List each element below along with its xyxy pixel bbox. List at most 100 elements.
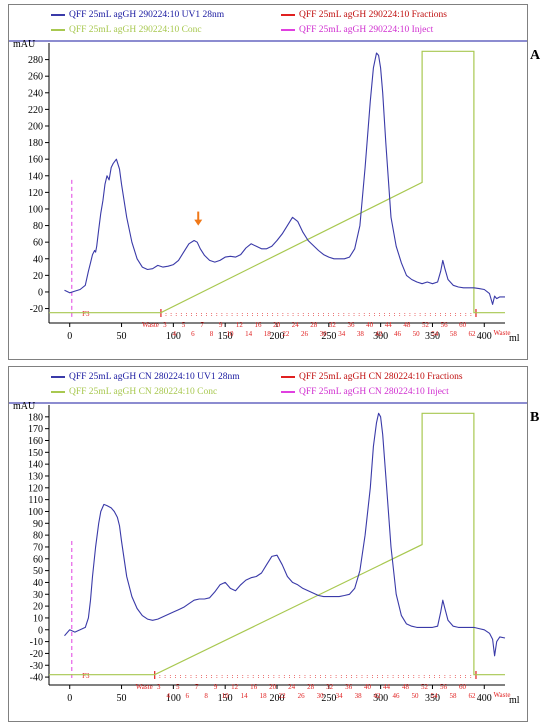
fraction-label: 30 <box>320 330 328 338</box>
fraction-label: 10 <box>227 330 235 338</box>
y-tick-label: 160 <box>28 436 43 447</box>
fraction-label: 42 <box>375 330 383 338</box>
fraction-label: 44 <box>383 683 391 691</box>
fraction-label: 24 <box>288 683 296 691</box>
x-axis-label: ml <box>509 333 520 344</box>
fraction-label: 12 <box>231 683 239 691</box>
x-tick-label: 100 <box>166 693 181 704</box>
fraction-label: 6 <box>191 330 195 338</box>
legend-uv-label: QFF 25mL agGH CN 280224:10 UV1 28nm <box>69 372 240 382</box>
arrow-marker <box>194 211 203 226</box>
legend-uv-label: QFF 25mL agGH 290224:10 UV1 28nm <box>69 10 225 20</box>
y-tick-label: 120 <box>28 483 43 494</box>
fraction-label: 28 <box>310 321 318 329</box>
y-tick-label: 180 <box>28 412 43 423</box>
y-tick-label: 260 <box>28 72 43 83</box>
y-axis-label: mAU <box>13 39 36 50</box>
fraction-label: 5 <box>176 683 180 691</box>
panel-letter-a: A <box>530 48 541 63</box>
fraction-label: Waste <box>136 683 153 691</box>
fraction-label: 56 <box>440 683 448 691</box>
fraction-label: 28 <box>307 683 315 691</box>
y-tick-label: 60 <box>33 554 43 565</box>
y-tick-label: 30 <box>33 590 43 601</box>
fraction-label: 8 <box>210 330 214 338</box>
fraction-label: 18 <box>264 330 272 338</box>
fraction-label: 58 <box>450 330 458 338</box>
x-tick-label: 150 <box>218 331 233 342</box>
panel-letter-b: B <box>530 410 540 425</box>
fraction-label: 20 <box>273 321 281 329</box>
fraction-label: Waste <box>142 321 159 329</box>
fraction-label: 50 <box>413 330 421 338</box>
fraction-label: 7 <box>200 321 204 329</box>
fraction-label: 4 <box>166 692 170 700</box>
fraction-label: 34 <box>338 330 346 338</box>
x-axis-label: ml <box>509 695 520 706</box>
y-tick-label: 100 <box>28 507 43 518</box>
fraction-label: 46 <box>394 330 402 338</box>
legend-item-inject: QFF 25mL agGH CN 280224:10 Inject <box>281 387 449 397</box>
x-tick-label: 200 <box>270 693 285 704</box>
fraction-label: 36 <box>348 321 356 329</box>
y-tick-label: -40 <box>30 673 43 684</box>
y-tick-label: 70 <box>33 542 43 553</box>
y-tick-label: 120 <box>28 188 43 199</box>
conc-swatch <box>51 391 65 393</box>
x-tick-label: 0 <box>67 331 72 342</box>
fraction-label: 26 <box>298 692 306 700</box>
fraction-label: 52 <box>421 683 429 691</box>
fraction-label: 10 <box>222 692 230 700</box>
fraction-label: 20 <box>269 683 277 691</box>
fraction-label: 38 <box>355 692 363 700</box>
legend-item-uv: QFF 25mL agGH 290224:10 UV1 28nm <box>51 10 224 20</box>
y-tick-label: 40 <box>33 578 43 589</box>
y-tick-label: 220 <box>28 105 43 116</box>
x-tick-label: 350 <box>425 331 440 342</box>
fractions-swatch <box>281 376 295 378</box>
y-tick-label: 200 <box>28 121 43 132</box>
fraction-label: 46 <box>393 692 401 700</box>
y-tick-label: 20 <box>33 271 43 282</box>
fraction-label: 14 <box>241 692 249 700</box>
fraction-label: 18 <box>260 692 268 700</box>
y-tick-label: 180 <box>28 138 43 149</box>
legend-item-fractions: QFF 25mL agGH 290224:10 Fractions <box>281 10 447 20</box>
x-tick-label: 0 <box>67 693 72 704</box>
fraction-label: 22 <box>282 330 290 338</box>
x-tick-label: 300 <box>373 331 388 342</box>
y-tick-label: 80 <box>33 531 43 542</box>
y-tick-label: -20 <box>30 304 43 315</box>
x-tick-label: 300 <box>373 693 388 704</box>
fraction-label: 36 <box>345 683 353 691</box>
fraction-tag: F3 <box>82 672 90 680</box>
y-tick-label: 170 <box>28 424 43 435</box>
y-axis-label: mAU <box>13 401 36 412</box>
fraction-label: 44 <box>385 321 393 329</box>
x-tick-label: 400 <box>477 693 492 704</box>
y-tick-label: 140 <box>28 460 43 471</box>
fraction-label: 58 <box>449 692 457 700</box>
x-tick-label: 50 <box>117 693 127 704</box>
y-tick-label: 140 <box>28 171 43 182</box>
conc-series-line <box>49 412 505 676</box>
inject-swatch <box>281 29 295 31</box>
fraction-label: 60 <box>459 683 467 691</box>
legend-item-inject: QFF 25mL agGH 290224:10 Inject <box>281 25 433 35</box>
y-tick-label: 80 <box>33 221 43 232</box>
chart-b-svg: -40-30-20-100102030405060708090100110120… <box>9 401 527 706</box>
x-tick-label: 400 <box>477 331 492 342</box>
fraction-label: 40 <box>364 683 372 691</box>
legend-conc-label: QFF 25mL agGH 290224:10 Conc <box>69 25 202 35</box>
fraction-label: 8 <box>204 692 208 700</box>
fraction-label: Waste <box>494 691 511 699</box>
y-tick-label: 0 <box>38 625 43 636</box>
fraction-label: 4 <box>172 330 176 338</box>
fraction-label: 16 <box>254 321 262 329</box>
fraction-label: 26 <box>301 330 309 338</box>
conc-series-line <box>49 50 505 314</box>
legend-item-fractions: QFF 25mL agGH CN 280224:10 Fractions <box>281 372 463 382</box>
fraction-label: 42 <box>374 692 382 700</box>
fraction-label: 24 <box>292 321 300 329</box>
legend-item-uv: QFF 25mL agGH CN 280224:10 UV1 28nm <box>51 372 240 382</box>
